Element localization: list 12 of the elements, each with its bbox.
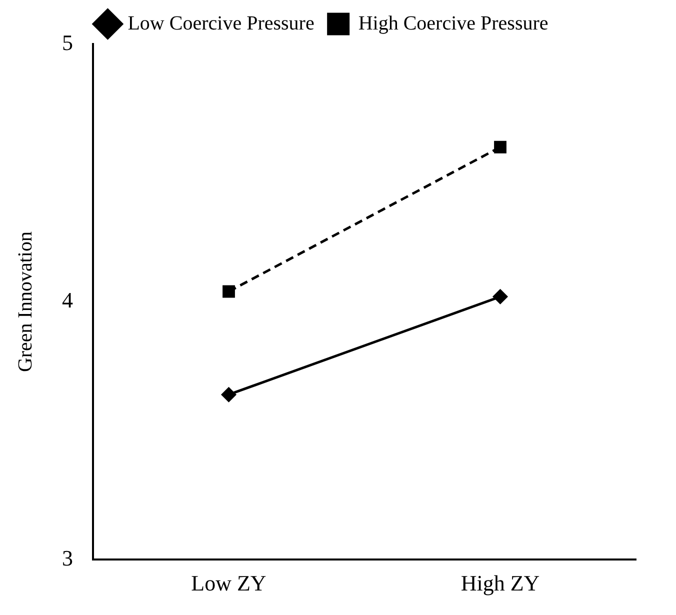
legend-label: High Coercive Pressure [358, 12, 548, 34]
y-tick-label: 4 [62, 288, 73, 313]
x-tick-label: Low ZY [191, 570, 266, 596]
point [494, 140, 506, 154]
point [222, 285, 235, 298]
y-tick-label: 3 [62, 545, 73, 570]
x-tick-label: High ZY [460, 570, 540, 596]
y-axis-title: Green Innovation [14, 232, 36, 372]
y-tick-label: 5 [62, 30, 73, 55]
legend-label: Low Coercive Pressure [128, 12, 314, 34]
point [222, 387, 236, 402]
point [493, 289, 508, 304]
